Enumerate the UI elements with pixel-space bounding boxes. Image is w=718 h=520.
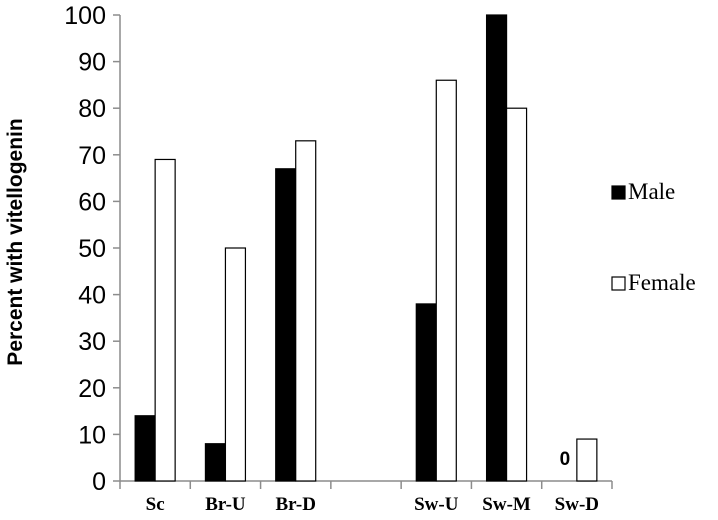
legend-label-male: Male <box>628 179 675 204</box>
y-axis-title: Percent with vitellogenin <box>4 118 27 365</box>
y-tick-label: 80 <box>78 95 106 123</box>
legend-swatch-male <box>611 185 626 200</box>
y-axis: 0 10 20 30 40 50 60 70 80 90 100 <box>64 2 121 496</box>
x-category-label: Br-D <box>275 494 315 515</box>
bar-female-sc <box>154 158 176 482</box>
y-tick-label: 0 <box>92 468 106 496</box>
y-tick-label: 20 <box>78 375 106 403</box>
bar-male-sw-u <box>415 303 437 482</box>
bar-male-br-u <box>204 443 227 482</box>
x-category-label: Sc <box>146 494 165 515</box>
y-tick-label: 90 <box>78 49 106 77</box>
bar-female-sw-d <box>576 438 598 482</box>
y-tick-label: 100 <box>64 2 106 30</box>
y-tick-label: 70 <box>78 142 106 170</box>
annotations: 0 <box>560 449 571 470</box>
bar-male-br-d <box>275 168 297 482</box>
y-tick-label: 50 <box>78 235 106 263</box>
bar-male-sc <box>134 415 156 482</box>
bar-female-br-d <box>295 140 317 482</box>
category-labels: Sc Br-U Br-D Sw-U Sw-M Sw-D <box>146 494 599 515</box>
bar-male-sw-m <box>485 14 508 482</box>
bar-female-sw-m <box>505 107 528 482</box>
bar-female-br-u <box>224 247 247 482</box>
x-axis <box>119 480 613 489</box>
x-category-label: Br-U <box>205 494 246 515</box>
x-category-label: Sw-D <box>555 494 599 515</box>
y-tick-label: 10 <box>78 421 106 449</box>
x-category-label: Sw-U <box>414 494 459 515</box>
legend-label-female: Female <box>628 270 696 295</box>
zero-value-annotation: 0 <box>560 449 571 470</box>
bars <box>134 14 598 482</box>
y-tick-label: 40 <box>78 282 106 310</box>
y-tick-label: 60 <box>78 188 106 216</box>
x-category-label: Sw-M <box>482 494 531 515</box>
legend-swatch-female <box>611 276 626 291</box>
legend: Male Female <box>611 179 696 295</box>
bar-female-sw-u <box>435 79 457 482</box>
y-tick-label: 30 <box>78 328 106 356</box>
